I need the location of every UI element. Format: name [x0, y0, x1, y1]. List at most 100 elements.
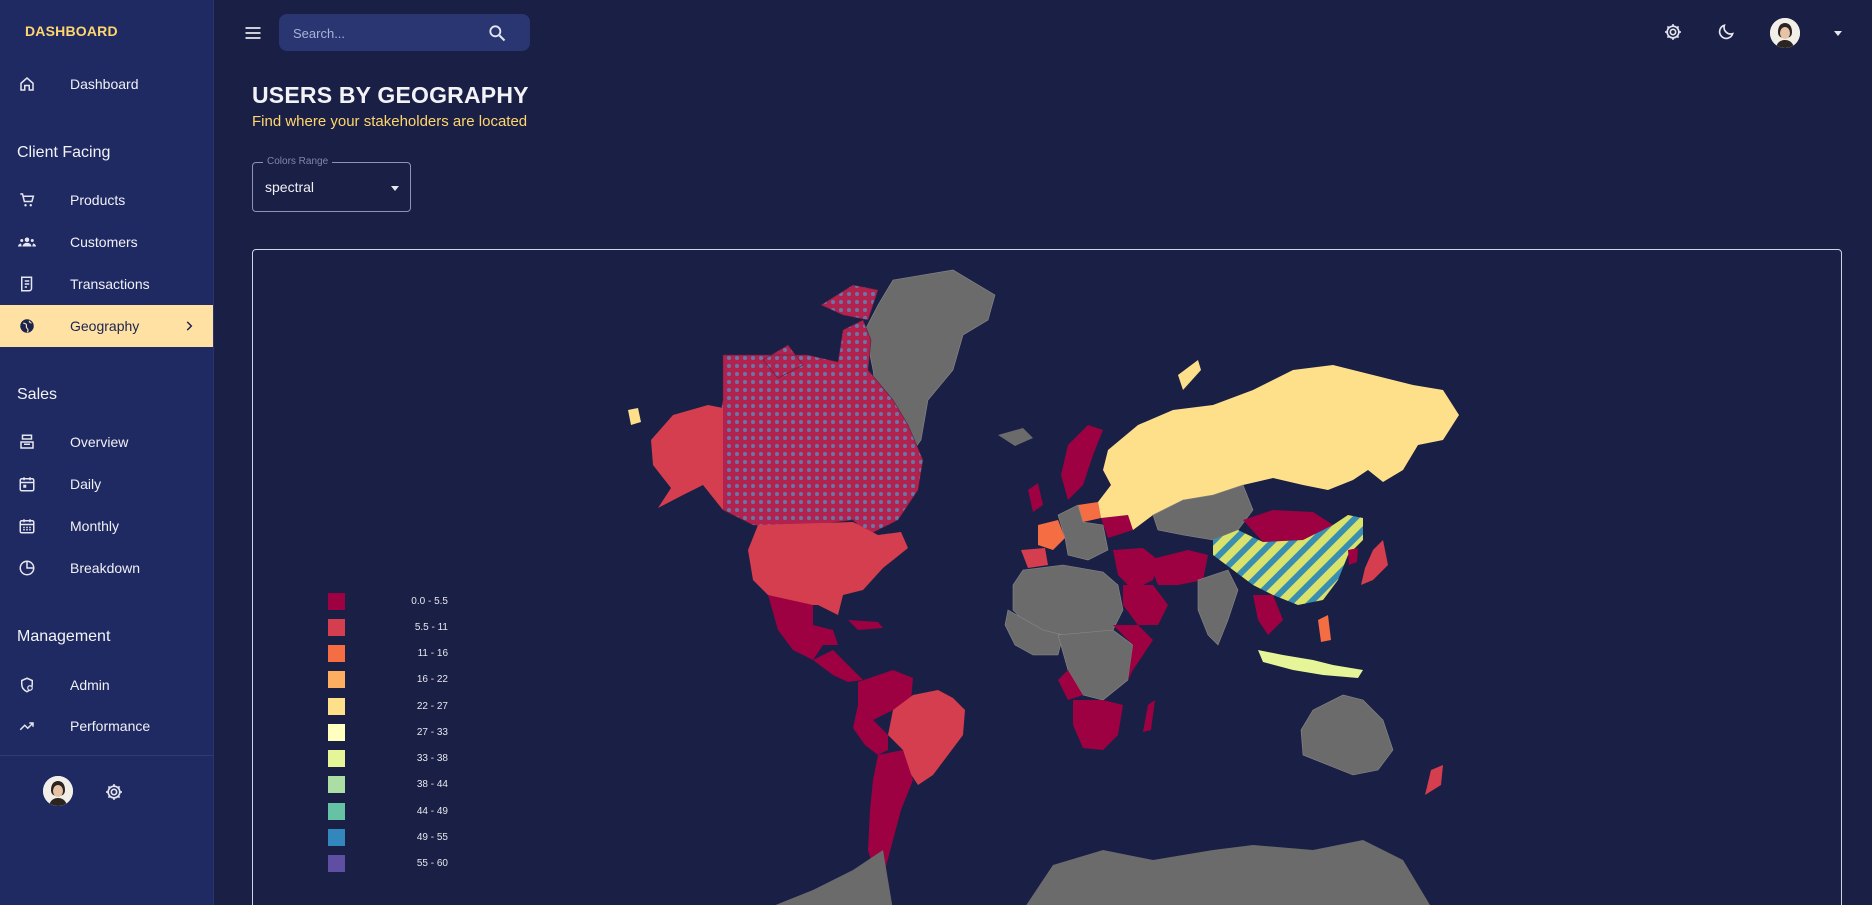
country-aleutians[interactable]	[628, 408, 641, 425]
legend-label: 49 - 55	[416, 832, 448, 843]
sidebar-item-breakdown[interactable]: Breakdown	[0, 547, 213, 589]
legend-label: 27 - 33	[416, 727, 448, 738]
colors-range-select[interactable]: Colors Range spectral	[252, 156, 411, 212]
sidebar-item-daily[interactable]: Daily	[0, 463, 213, 505]
trending-up-icon	[19, 722, 34, 731]
country-congo[interactable]	[1058, 670, 1083, 700]
country-iceland[interactable]	[998, 428, 1033, 446]
legend-swatch	[328, 593, 345, 610]
legend-item: 38 - 44	[328, 776, 448, 794]
country-russia[interactable]	[1098, 365, 1459, 530]
legend-swatch	[328, 671, 345, 688]
legend-item: 11 - 16	[328, 645, 448, 663]
country-spain[interactable]	[1021, 548, 1048, 568]
country-canada[interactable]	[712, 284, 924, 536]
groups-icon	[18, 237, 36, 247]
legend-label: 33 - 38	[416, 753, 448, 764]
country-france[interactable]	[1038, 520, 1065, 550]
country-central-europe[interactable]	[1057, 504, 1109, 561]
country-argentina-chile[interactable]	[868, 750, 913, 875]
country-mongolia[interactable]	[1243, 510, 1333, 542]
country-peru-andes[interactable]	[853, 705, 888, 755]
country-turkey-middle-east[interactable]	[1113, 548, 1158, 590]
section-title-management: Management	[17, 628, 111, 645]
dark-mode-icon[interactable]	[1716, 22, 1736, 42]
avatar-image	[43, 776, 73, 806]
country-novaya-zemlya[interactable]	[1178, 360, 1201, 390]
legend-swatch	[328, 776, 345, 793]
sidebar-item-admin[interactable]: Admin	[0, 664, 213, 706]
select-label: Colors Range	[263, 156, 333, 167]
legend-label: 16 - 22	[416, 674, 448, 685]
sidebar-item-monthly[interactable]: Monthly	[0, 505, 213, 547]
choropleth-map[interactable]: 0.0 - 5.5 5.5 - 11 11 - 16 16 - 22 22 - …	[252, 249, 1842, 905]
sidebar-item-label: Monthly	[70, 518, 120, 534]
country-mexico[interactable]	[768, 595, 838, 660]
legend-item: 5.5 - 11	[328, 619, 448, 637]
country-central-africa[interactable]	[1057, 629, 1134, 701]
country-usa[interactable]	[748, 522, 908, 615]
country-west-africa[interactable]	[1004, 609, 1064, 656]
profile-avatar[interactable]	[1770, 18, 1800, 48]
country-indonesia[interactable]	[1258, 650, 1363, 678]
country-iran-afghanistan[interactable]	[1148, 550, 1208, 585]
country-philippines[interactable]	[1318, 615, 1331, 642]
country-ukraine[interactable]	[1101, 515, 1133, 538]
receipt-icon	[21, 276, 33, 292]
sidebar-item-performance[interactable]: Performance	[0, 705, 213, 747]
country-japan[interactable]	[1361, 540, 1388, 585]
sidebar-item-label: Products	[70, 192, 126, 208]
country-korea[interactable]	[1348, 548, 1358, 565]
country-scandinavia[interactable]	[1061, 425, 1103, 500]
country-china[interactable]	[1213, 515, 1363, 605]
sidebar-item-label: Customers	[70, 234, 138, 250]
country-antarctica[interactable]	[763, 840, 1433, 905]
country-uk[interactable]	[1028, 483, 1043, 512]
country-alaska[interactable]	[651, 405, 723, 510]
point-of-sale-icon	[20, 434, 34, 449]
country-southern-africa[interactable]	[1073, 700, 1123, 750]
legend-item: 0.0 - 5.5	[328, 593, 448, 611]
legend-swatch	[328, 698, 345, 715]
sidebar-item-customers[interactable]: Customers	[0, 221, 213, 263]
world-map[interactable]	[253, 250, 1842, 905]
legend-label: 44 - 49	[416, 806, 448, 817]
sidebar-item-products[interactable]: Products	[0, 179, 213, 221]
admin-icon	[21, 677, 33, 693]
globe-icon	[20, 319, 34, 333]
country-new-zealand[interactable]	[1425, 765, 1443, 795]
sidebar-item-transactions[interactable]: Transactions	[0, 263, 213, 305]
chevron-right-icon	[186, 321, 193, 331]
page-subtitle: Find where your stakeholders are located	[252, 113, 528, 130]
country-southeast-asia[interactable]	[1253, 595, 1283, 635]
legend-item: 22 - 27	[328, 698, 448, 716]
country-cuba[interactable]	[848, 620, 883, 630]
legend-label: 5.5 - 11	[414, 622, 448, 633]
sidebar-item-label: Performance	[70, 718, 151, 734]
settings-icon[interactable]	[1663, 22, 1683, 42]
country-india[interactable]	[1197, 569, 1239, 646]
country-central-america[interactable]	[813, 650, 863, 682]
country-madagascar[interactable]	[1143, 700, 1155, 732]
menu-icon[interactable]	[243, 23, 263, 43]
search-icon[interactable]	[487, 23, 507, 43]
chevron-down-icon	[391, 186, 399, 191]
sidebar-divider	[0, 755, 213, 756]
legend-swatch	[328, 645, 345, 662]
legend-label: 0.0 - 5.5	[411, 596, 448, 607]
sidebar-item-geography[interactable]: Geography	[0, 305, 213, 347]
legend-swatch	[328, 803, 345, 820]
search-input[interactable]	[293, 23, 473, 43]
chevron-down-icon[interactable]	[1832, 27, 1844, 39]
country-saudi-arabia[interactable]	[1123, 585, 1168, 625]
country-australia[interactable]	[1300, 694, 1394, 776]
sidebar-item-overview[interactable]: Overview	[0, 421, 213, 463]
country-east-africa[interactable]	[1113, 625, 1153, 680]
country-poland[interactable]	[1078, 502, 1101, 522]
avatar[interactable]	[43, 776, 73, 806]
gear-icon[interactable]	[104, 782, 124, 802]
country-venezuela-colombia[interactable]	[858, 670, 913, 720]
country-brazil[interactable]	[888, 690, 965, 785]
sidebar-item-dashboard[interactable]: Dashboard	[0, 63, 213, 105]
brand-title: DASHBOARD	[25, 23, 118, 39]
